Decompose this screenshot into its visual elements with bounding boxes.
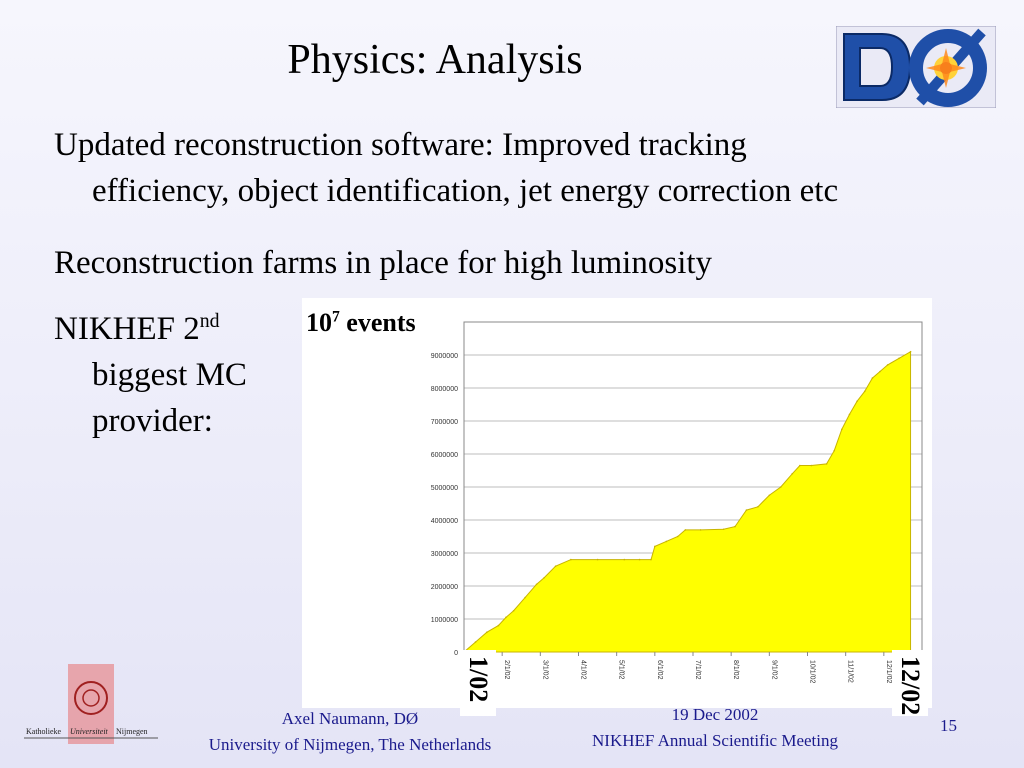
data-point: [554, 565, 557, 567]
data-point: [779, 486, 782, 488]
data-point: [684, 529, 687, 531]
y-tick-label: 4000000: [431, 518, 458, 525]
chart-frame: 0 1000000 2000000 3000000 4000000 5000000 6000…: [302, 298, 932, 708]
x-tick-label: 3/1/02: [541, 660, 548, 680]
data-point: [799, 464, 801, 467]
bullet-nikhef: NIKHEF 2nd biggest MC provider:: [54, 306, 304, 444]
data-point: [886, 364, 889, 366]
data-point: [474, 641, 477, 643]
data-point: [863, 390, 866, 393]
axis-start-label: 1/02: [460, 650, 496, 716]
x-tick-label: 6/1/02: [656, 660, 663, 680]
slide-title: Physics: Analysis: [287, 37, 583, 83]
ordinal-suffix: nd: [199, 310, 220, 332]
data-point: [570, 558, 572, 561]
data-point: [497, 624, 500, 627]
uni-logo-word: Katholieke: [26, 727, 62, 736]
data-point: [833, 449, 836, 452]
x-tick-label: 9/1/02: [770, 660, 777, 680]
data-point: [535, 583, 538, 586]
chart-label-base: 10: [306, 308, 332, 337]
data-point: [871, 377, 874, 379]
bullet-text-continued: provider:: [92, 403, 213, 439]
bullet-text-continued: biggest MC: [92, 357, 247, 393]
footer-author: Axel Naumann, DØ University of Nijmegen,…: [170, 706, 530, 758]
y-tick-label: 9000000: [431, 353, 458, 360]
footer-event: 19 Dec 2002 NIKHEF Annual Scientific Mee…: [560, 702, 870, 754]
data-point: [638, 558, 641, 561]
data-point: [791, 473, 794, 475]
y-tick-label: 2000000: [431, 584, 458, 591]
x-tick-label: 4/1/02: [580, 660, 587, 680]
x-tick-label: 2/1/02: [503, 660, 510, 680]
chart-label-exponent: 7: [332, 308, 340, 326]
footer-author-name: Axel Naumann, DØ: [281, 709, 419, 728]
chart-label: 107 events: [306, 308, 416, 338]
footer-date: 19 Dec 2002: [671, 705, 759, 724]
x-tick-label: 10/1/02: [809, 660, 816, 683]
y-tick-label: 8000000: [431, 386, 458, 393]
data-point: [856, 400, 858, 402]
footer-author-affiliation: University of Nijmegen, The Netherlands: [208, 735, 492, 754]
data-point: [512, 609, 515, 612]
university-logo: Katholieke Universiteit Nijmegen: [24, 664, 158, 744]
data-point: [757, 506, 759, 508]
x-tick-label: 7/1/02: [694, 660, 701, 680]
data-point: [524, 596, 526, 599]
data-point: [650, 558, 652, 561]
bullet-farms: Reconstruction farms in place for high l…: [54, 240, 984, 286]
data-point: [699, 529, 702, 531]
events-chart: 0 1000000 2000000 3000000 4000000 5000000 6000…: [431, 321, 923, 683]
data-point: [596, 558, 599, 561]
events-area: [462, 350, 912, 653]
data-point: [848, 413, 851, 416]
y-tick-label: 7000000: [431, 419, 458, 426]
footer-meeting: NIKHEF Annual Scientific Meeting: [592, 731, 838, 750]
bullet-text: Reconstruction farms in place for high l…: [54, 245, 713, 281]
y-tick-label: 5000000: [431, 485, 458, 492]
axis-end-label: 12/02: [892, 650, 928, 716]
data-point: [768, 494, 771, 497]
page-number: 15: [940, 716, 957, 735]
x-tick-label: 5/1/02: [618, 660, 625, 680]
y-tick-label: 1000000: [431, 617, 458, 624]
x-tick-label: 12/1/02: [885, 660, 892, 683]
data-point: [676, 535, 679, 538]
y-tick-label: 3000000: [431, 551, 458, 558]
chart-label-unit: events: [339, 308, 416, 337]
data-point: [841, 428, 843, 431]
y-tick-label: 0: [454, 650, 458, 657]
data-point: [879, 370, 881, 373]
x-tick-label: 8/1/02: [732, 660, 739, 680]
data-point: [734, 525, 736, 528]
y-tick-label: 6000000: [431, 452, 458, 459]
data-point: [654, 545, 656, 548]
data-point: [825, 463, 828, 465]
data-point: [909, 350, 912, 353]
data-point: [486, 631, 488, 633]
bullet-text: NIKHEF 2: [54, 311, 200, 347]
data-point: [898, 357, 900, 360]
data-point: [623, 558, 626, 561]
d0-logo: [835, 25, 997, 109]
bullet-software: Updated reconstruction software: Improve…: [54, 122, 984, 214]
uni-logo-word: Universiteit: [70, 727, 109, 736]
data-point: [810, 464, 813, 467]
data-point: [665, 540, 668, 543]
data-point: [745, 509, 748, 511]
data-point: [722, 528, 725, 531]
data-point: [505, 616, 507, 619]
uni-logo-word: Nijmegen: [116, 727, 148, 736]
x-tick-label: 11/1/02: [847, 660, 854, 683]
bullet-text: Updated reconstruction software: Improve…: [54, 127, 747, 163]
data-point: [543, 576, 545, 579]
bullet-text-continued: efficiency, object identification, jet e…: [92, 173, 839, 209]
